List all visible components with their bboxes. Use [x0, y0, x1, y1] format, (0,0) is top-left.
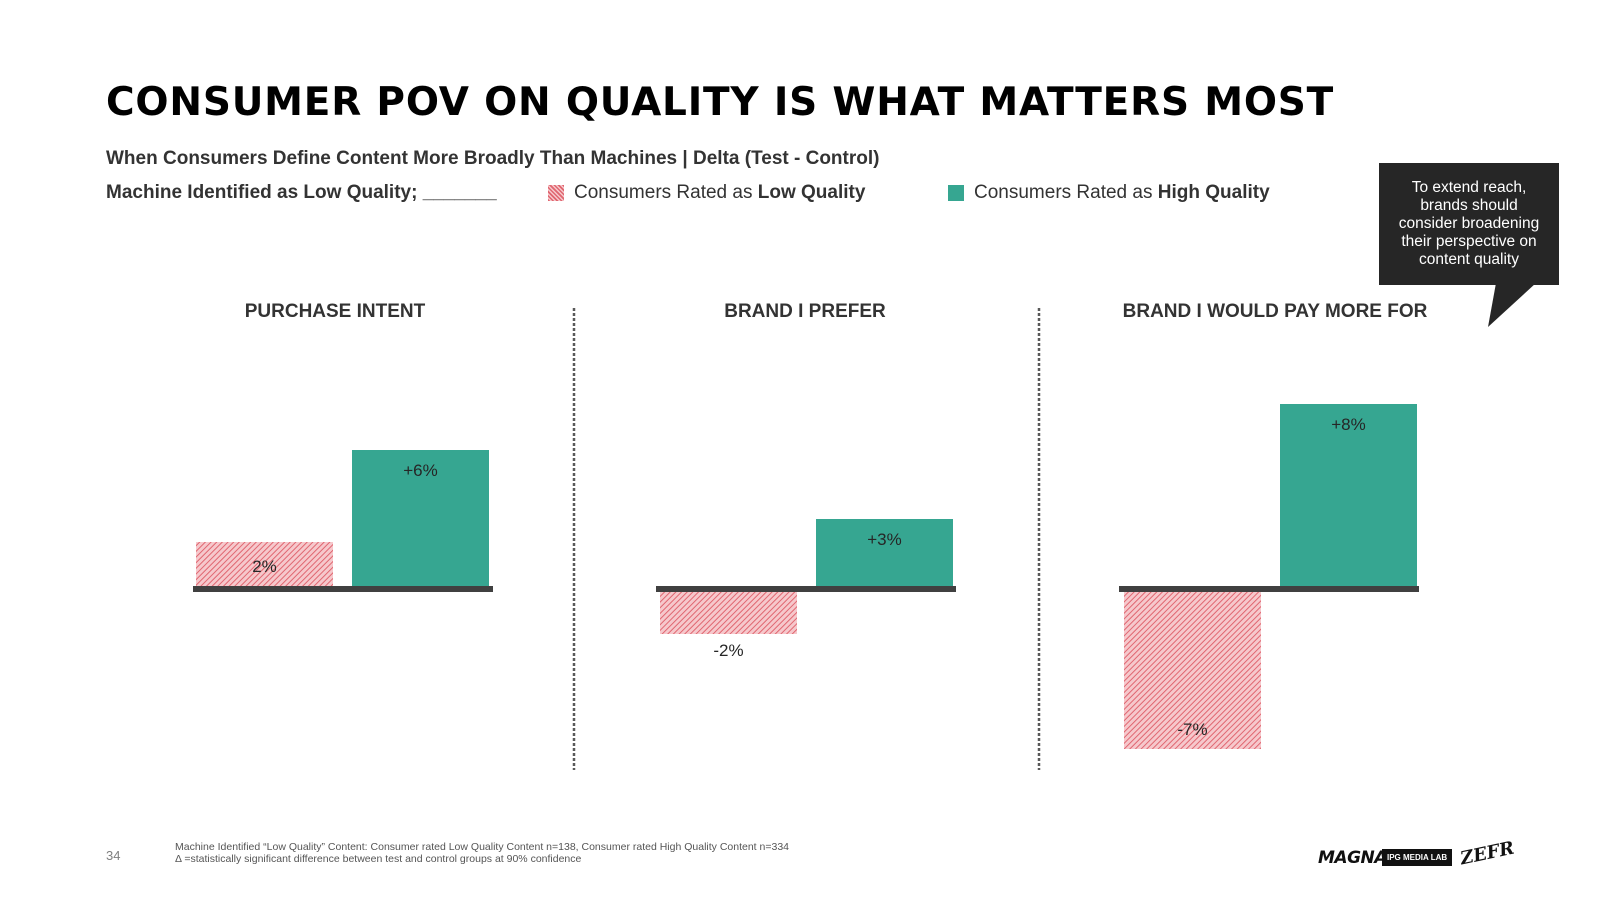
- callout-tail: [1488, 283, 1536, 327]
- legend-low-prefix: Consumers Rated as: [574, 182, 753, 203]
- magna-logo: MAGNA: [1318, 848, 1387, 868]
- bar-low-quality-3: [1124, 588, 1261, 749]
- bar-high-quality-2: [816, 519, 953, 588]
- data-label-1-1: 2%: [252, 557, 277, 576]
- footnote-line-1: Machine Identified “Low Quality” Content…: [175, 841, 790, 853]
- bar-high-quality-1: [352, 450, 489, 588]
- zero-axis-3: [1119, 586, 1419, 592]
- data-label-1-2: +6%: [403, 461, 438, 480]
- data-label-2-1: -2%: [713, 641, 743, 660]
- data-label-3-2: +8%: [1331, 415, 1366, 434]
- chart-subtitle: When Consumers Define Content More Broad…: [106, 148, 880, 169]
- bar-low-quality-1: [196, 542, 333, 588]
- data-label-2-2: +3%: [867, 530, 902, 549]
- legend-item-low-quality: Consumers Rated as Low Quality: [548, 182, 865, 204]
- zero-axis-1: [193, 586, 493, 592]
- footnote: Machine Identified “Low Quality” Content…: [175, 841, 789, 865]
- ipg-media-lab-logo: IPG MEDIA LAB: [1382, 849, 1453, 866]
- legend-item-high-quality: Consumers Rated as High Quality: [948, 182, 1270, 204]
- page-number: 34: [106, 848, 121, 863]
- legend-high-bold: High Quality: [1157, 182, 1270, 203]
- data-label-3-1: -7%: [1177, 720, 1207, 739]
- chart-title-brand-prefer: BRAND I PREFER: [724, 301, 886, 322]
- legend-high-prefix: Consumers Rated as: [974, 182, 1153, 203]
- callout-text: To extend reach, brands should consider …: [1398, 179, 1540, 268]
- chart-title-brand-pay-more: BRAND I WOULD PAY MORE FOR: [1122, 301, 1428, 322]
- zero-axis-2: [656, 586, 956, 592]
- legend-intro: Machine Identified as Low Quality; _____…: [106, 182, 497, 203]
- bar-low-quality-2: [660, 588, 797, 634]
- callout-box: To extend reach, brands should consider …: [1379, 163, 1559, 285]
- chart-title-purchase-intent: PURCHASE INTENT: [244, 301, 426, 322]
- legend-low-bold: Low Quality: [757, 182, 866, 203]
- legend-swatch-low: [548, 185, 564, 201]
- bar-high-quality-3: [1280, 404, 1417, 588]
- page-title: CONSUMER POV ON QUALITY IS WHAT MATTERS …: [106, 80, 1335, 125]
- legend-swatch-high: [948, 185, 964, 201]
- footnote-line-2: Δ =statistically significant difference …: [175, 853, 582, 865]
